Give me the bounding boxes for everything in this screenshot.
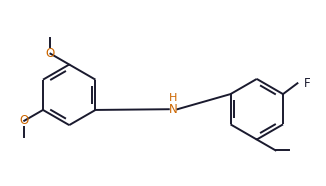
Text: H: H <box>169 93 177 103</box>
Text: N: N <box>169 103 177 116</box>
Text: F: F <box>304 77 311 90</box>
Text: O: O <box>20 114 29 127</box>
Text: O: O <box>46 47 55 60</box>
